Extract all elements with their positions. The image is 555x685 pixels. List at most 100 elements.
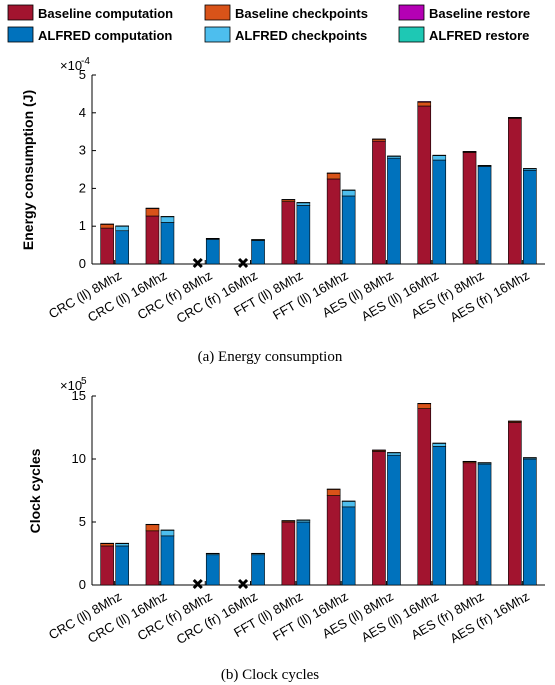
- y-exponent-power: 5: [81, 376, 87, 387]
- bar-segment: [296, 205, 311, 265]
- bar-segment: [387, 155, 401, 157]
- bar-segment: [477, 462, 492, 464]
- legend-item-baseline-checkpoints: Baseline checkpoints: [204, 4, 368, 21]
- legend-item-alfred-checkpoints: ALFRED checkpoints: [204, 26, 367, 43]
- bar-segment: [417, 105, 432, 265]
- bar-segment: [281, 520, 296, 522]
- bar-segment: [341, 500, 356, 502]
- bar-segment: [115, 225, 129, 232]
- bar-segment: [432, 155, 447, 161]
- bar-segment: [432, 442, 447, 444]
- bar-segment: [387, 157, 401, 265]
- bar-segment: [477, 166, 492, 265]
- legend-swatch: [398, 26, 425, 43]
- bar-segment: [372, 451, 386, 586]
- bar-segment: [417, 408, 432, 586]
- bar-segment: [417, 403, 432, 409]
- legend-item-alfred-computation: ALFRED computation: [7, 26, 172, 43]
- y-exponent-power: -4: [81, 56, 90, 67]
- bar-segment: [508, 117, 522, 119]
- bar-segment: [462, 152, 477, 265]
- y-tick-label: 0: [79, 256, 86, 271]
- bar-segment: [281, 201, 296, 265]
- bar-segment: [462, 151, 477, 153]
- bar-segment: [462, 462, 477, 586]
- bar-segment: [115, 225, 129, 227]
- bar-segment: [477, 463, 492, 586]
- bar-segment: [462, 460, 477, 463]
- bar-segment: [432, 159, 447, 265]
- bar-segment: [417, 101, 432, 107]
- y-tick-label: 3: [79, 143, 86, 158]
- legend-item-baseline-computation: Baseline computation: [7, 4, 173, 21]
- bar-segment: [100, 545, 114, 586]
- bar-segment: [341, 500, 356, 508]
- y-exponent-base: ×10: [60, 58, 82, 73]
- bar-segment: [205, 239, 220, 265]
- failure-marker: [237, 578, 249, 590]
- bar-segment: [145, 523, 160, 526]
- bar-segment: [100, 223, 114, 225]
- bar-segment: [145, 524, 160, 532]
- bar-segment: [508, 422, 522, 586]
- failure-marker: [237, 257, 249, 269]
- energy-chart: ×10 -4 Energy consumption (J) (a) Energy…: [20, 56, 545, 365]
- bar-segment: [160, 529, 175, 531]
- bar-segment: [251, 552, 265, 555]
- legend-swatch: [7, 26, 34, 43]
- y-tick-label: 0: [79, 577, 86, 592]
- legend-swatch: [7, 4, 34, 21]
- bar-segment: [145, 215, 160, 265]
- legend: Baseline computation Baseline checkpoint…: [7, 4, 530, 43]
- bar-segment: [251, 554, 265, 586]
- bar-segment: [326, 172, 341, 174]
- bar-segment: [341, 195, 356, 265]
- bar-segment: [205, 237, 220, 240]
- y-exponent-base: ×10: [60, 378, 82, 393]
- legend-item-baseline-restore: Baseline restore: [398, 4, 530, 21]
- bar-segment: [387, 454, 401, 586]
- bar-segment: [205, 552, 220, 555]
- y-axis-label: Clock cycles: [27, 448, 43, 533]
- bar-segment: [326, 488, 341, 490]
- legend-item-alfred-restore: ALFRED restore: [398, 26, 529, 43]
- bar-segment: [205, 554, 220, 586]
- bar-segment: [477, 165, 492, 167]
- bar-segment: [372, 138, 386, 140]
- chart-caption: (a) Energy consumption: [198, 349, 343, 365]
- bar-segment: [145, 207, 160, 209]
- bar-segment: [160, 222, 175, 265]
- legend-label: Baseline restore: [429, 6, 530, 21]
- bar-segment: [523, 168, 537, 170]
- bar-segment: [508, 118, 522, 265]
- bar-segment: [115, 545, 129, 586]
- legend-swatch: [204, 26, 231, 43]
- y-tick-label: 5: [79, 514, 86, 529]
- bar-segment: [160, 529, 175, 537]
- bar-segment: [326, 172, 341, 180]
- bar-segment: [372, 140, 386, 265]
- y-tick-label: 1: [79, 218, 86, 233]
- bar-segment: [100, 224, 114, 229]
- bar-segment: [145, 530, 160, 586]
- legend-swatch: [398, 4, 425, 21]
- y-tick-label: 4: [79, 105, 86, 120]
- bar-segment: [387, 452, 401, 454]
- bar-segment: [417, 101, 432, 103]
- bar-segment: [341, 189, 356, 197]
- bar-segment: [100, 542, 114, 544]
- y-tick-label: 2: [79, 180, 86, 195]
- legend-label: Baseline checkpoints: [235, 6, 368, 21]
- bar-segment: [326, 488, 341, 496]
- bar-segment: [523, 458, 537, 586]
- bar-segment: [100, 227, 114, 265]
- failure-marker: [192, 257, 203, 269]
- failure-marker: [192, 578, 203, 590]
- bar-segment: [115, 542, 129, 544]
- bar-segment: [160, 216, 175, 223]
- bar-segment: [145, 208, 160, 217]
- x-tick-label: AES (fr) 16Mhz: [447, 268, 531, 325]
- bar-segment: [296, 521, 311, 586]
- chart-caption: (b) Clock cycles: [221, 667, 319, 683]
